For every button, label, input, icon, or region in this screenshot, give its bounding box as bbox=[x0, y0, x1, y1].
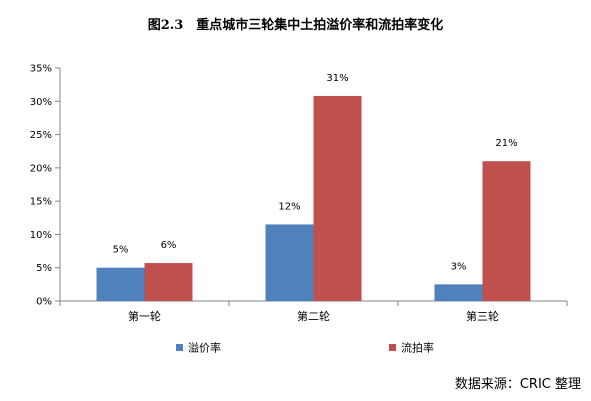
data-label: 3% bbox=[451, 261, 467, 272]
y-tick-label: 25% bbox=[30, 130, 52, 141]
data-labels: 5% 6% 12% 31% 3% 21% bbox=[113, 73, 518, 272]
y-tick-label: 20% bbox=[30, 163, 52, 174]
legend-swatch bbox=[389, 344, 396, 351]
bar bbox=[265, 224, 314, 301]
y-tick-label: 10% bbox=[30, 230, 52, 241]
data-label: 6% bbox=[161, 240, 177, 251]
legend-label: 溢价率 bbox=[188, 341, 221, 355]
data-label: 5% bbox=[113, 245, 129, 256]
source-note: 数据来源：CRIC 整理 bbox=[454, 377, 581, 392]
bar bbox=[96, 267, 145, 301]
y-tick-label: 0% bbox=[36, 297, 52, 308]
data-label: 12% bbox=[278, 201, 300, 212]
y-tick-label: 15% bbox=[30, 197, 52, 208]
bar bbox=[434, 284, 483, 301]
chart-legend: 溢价率 流拍率 bbox=[176, 341, 434, 355]
y-tick-label: 5% bbox=[36, 263, 52, 274]
bar bbox=[144, 263, 193, 301]
data-label: 21% bbox=[495, 138, 517, 149]
y-tick-label: 35% bbox=[30, 64, 52, 75]
legend-swatch bbox=[176, 344, 183, 351]
x-tick-label: 第三轮 bbox=[466, 309, 499, 323]
chart-title: 图2.3 重点城市三轮集中土拍溢价率和流拍率变化 bbox=[147, 18, 444, 33]
x-tick-label: 第二轮 bbox=[297, 309, 330, 323]
chart-bars bbox=[96, 95, 531, 302]
chart-axes: 0% 5% 10% 15% 20% 25% 30% 35% 第一轮 第二轮 第三轮 bbox=[30, 64, 568, 323]
bar bbox=[313, 95, 362, 302]
legend-label: 流拍率 bbox=[401, 341, 434, 355]
y-tick-label: 30% bbox=[30, 97, 52, 108]
x-tick-label: 第一轮 bbox=[128, 309, 161, 323]
bar bbox=[482, 161, 531, 301]
data-label: 31% bbox=[326, 73, 348, 84]
